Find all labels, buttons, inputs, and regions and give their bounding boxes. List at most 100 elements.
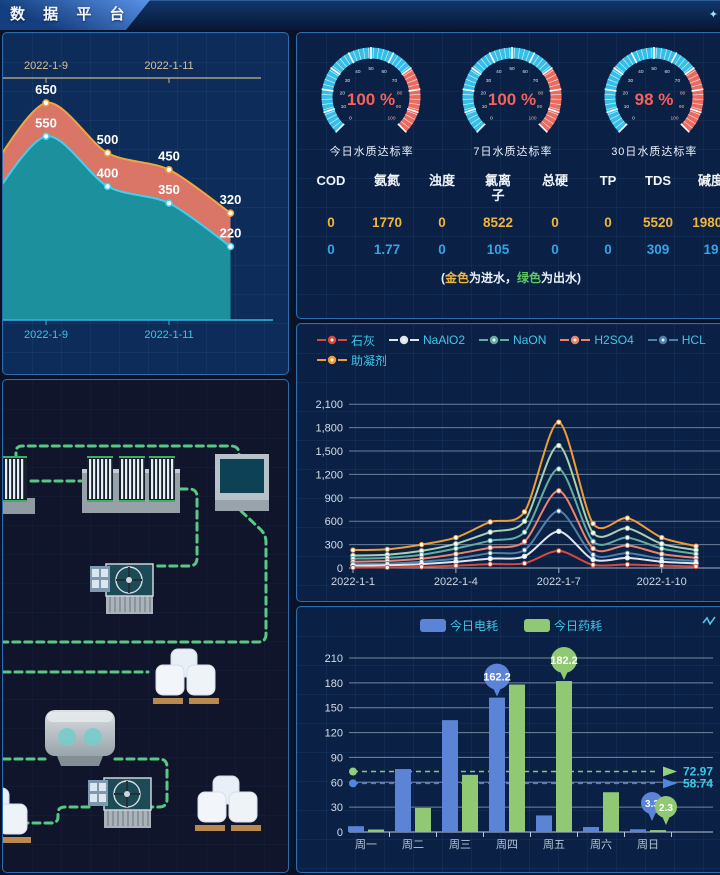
dosing-trend-panel: 石灰NaAlO2NaONH2SO4HCLNaCLO助凝剂 03006009001… <box>296 323 720 602</box>
area-出水 <box>3 136 231 320</box>
column-header: TDS <box>645 173 671 188</box>
column-header: 总硬 <box>541 173 568 188</box>
legend-marker-icon <box>479 335 510 345</box>
svg-text:0: 0 <box>349 115 352 121</box>
legend-marker-icon <box>647 335 678 345</box>
legend-label: 石灰 <box>351 333 376 348</box>
legend-label: HCL <box>681 333 706 347</box>
table-cell: 5520 <box>642 215 674 230</box>
legend-marker-icon <box>317 335 347 345</box>
svg-text:500: 500 <box>97 132 119 147</box>
bar-今日电耗 <box>630 829 646 832</box>
svg-text:182.2: 182.2 <box>550 655 578 667</box>
table-cell: 19800 <box>692 215 720 230</box>
legend-item-NaON[interactable]: NaON <box>479 333 546 347</box>
svg-text:2022-1-9: 2022-1-9 <box>24 60 68 72</box>
bar-今日药耗 <box>509 684 525 832</box>
column-header: TP <box>599 173 617 188</box>
table-cell: 0 <box>604 215 612 230</box>
membrane-rack-unit <box>3 456 27 502</box>
svg-text:70: 70 <box>533 78 539 84</box>
svg-text:90: 90 <box>537 104 543 110</box>
svg-text:0: 0 <box>337 827 343 839</box>
table-cell: 309 <box>646 242 670 257</box>
legend-marker-icon <box>317 355 347 365</box>
chemical-bag-pallet <box>153 648 219 704</box>
svg-text:1,500: 1,500 <box>315 446 343 458</box>
legend-item-今日药耗[interactable]: 今日药耗 <box>524 617 602 634</box>
table-cell: 8522 <box>482 215 514 230</box>
svg-text:550: 550 <box>35 115 57 130</box>
legend-label: NaAlO2 <box>423 333 466 347</box>
bar-今日药耗 <box>650 830 666 832</box>
svg-text:50: 50 <box>651 66 657 72</box>
legend-label: H2SO4 <box>594 333 634 347</box>
header-banner <box>0 0 150 30</box>
svg-text:350: 350 <box>158 182 180 197</box>
bar-今日药耗 <box>603 792 619 832</box>
bar-今日药耗 <box>462 774 478 832</box>
column-header: 浊度 <box>428 173 455 188</box>
consumption-panel: 今日电耗 今日药耗 0 30 60 90 120 150 180 210 周一 周二 周三 周四 周五 周六… <box>296 606 720 873</box>
bar-今日电耗 <box>395 769 411 832</box>
svg-text:600: 600 <box>325 516 343 528</box>
dosing-legend: 石灰NaAlO2NaONH2SO4HCLNaCLO助凝剂 <box>317 330 720 370</box>
gauge-30day: 0 10 20 30 40 50 60 70 80 90 100 98 % 30日水质达标率 <box>584 41 720 159</box>
membrane-rack-unit <box>119 456 145 502</box>
svg-text:400: 400 <box>97 165 119 180</box>
svg-text:100: 100 <box>387 115 395 121</box>
svg-text:30: 30 <box>628 78 634 84</box>
legend-item-石灰[interactable]: 石灰 <box>317 332 375 349</box>
panel-corner-icon[interactable] <box>701 614 717 628</box>
callout-balloon <box>484 663 510 690</box>
legend-swatch-icon <box>524 619 550 632</box>
legend-item-HCL[interactable]: HCL <box>647 333 706 347</box>
table-cell: 0 <box>438 242 446 257</box>
legend-label: NaON <box>513 333 547 347</box>
legend-marker-icon <box>389 335 420 345</box>
svg-text:70: 70 <box>392 78 398 84</box>
pipeline <box>3 444 268 825</box>
legend-item-NaAlO2[interactable]: NaAlO2 <box>389 333 465 347</box>
column-header: 碱度 <box>697 173 720 188</box>
legend-label: 今日电耗 <box>449 619 498 633</box>
svg-text:10: 10 <box>482 104 488 110</box>
gauge-7day: 0 10 20 30 40 50 60 70 80 90 100 100 % 7日水质达标率 <box>442 41 583 159</box>
table-row-进水: 0 1770 0 8522 0 0 5520 19800 <box>303 215 720 230</box>
svg-text:90: 90 <box>396 104 402 110</box>
gauge-today: 0 10 20 30 40 50 60 70 80 90 100 100 % 今日水质达标率 <box>301 41 442 159</box>
page-title: 数 据 平 台 <box>10 6 132 23</box>
table-cell: 19 <box>703 242 719 257</box>
svg-text:120: 120 <box>325 728 343 740</box>
series-助凝剂 <box>352 421 697 552</box>
table-cell: 0 <box>604 242 612 257</box>
svg-text:2.3: 2.3 <box>659 803 673 814</box>
svg-text:450: 450 <box>158 149 180 164</box>
legend-item-今日电耗[interactable]: 今日电耗 <box>419 617 498 634</box>
legend-marker-icon <box>560 335 591 345</box>
water-quality-table: COD 氨氮 浊度 氯离子 总硬 TP TDS 碱度 0 1770 0 8522 0 0 5520 19800… <box>297 173 720 257</box>
bar-今日药耗 <box>415 807 431 832</box>
svg-text:周日: 周日 <box>637 838 659 851</box>
svg-text:2022-1-7: 2022-1-7 <box>537 576 581 588</box>
svg-text:0: 0 <box>490 115 493 121</box>
bar-今日药耗 <box>368 829 384 832</box>
svg-text:60: 60 <box>664 69 670 75</box>
consumption-legend: 今日电耗 今日药耗 <box>297 617 720 634</box>
svg-text:周六: 周六 <box>590 838 612 851</box>
gauge-label: 今日水质达标率 <box>329 146 414 158</box>
inout-area-chart: 2022-1-9 2022-1-11 650 500 450 320 550 400 350 22… <box>3 60 273 341</box>
legend-label: 今日药耗 <box>554 619 603 633</box>
svg-text:10: 10 <box>341 104 347 110</box>
svg-text:周五: 周五 <box>543 838 565 851</box>
svg-text:180: 180 <box>325 678 343 690</box>
legend-item-H2SO4[interactable]: H2SO4 <box>560 333 634 347</box>
note-text: 为进水， <box>468 271 517 285</box>
svg-text:900: 900 <box>325 493 343 505</box>
legend-item-助凝剂[interactable]: 助凝剂 <box>317 352 387 369</box>
callout-balloon <box>551 647 577 674</box>
svg-text:2022-1-4: 2022-1-4 <box>434 576 478 588</box>
